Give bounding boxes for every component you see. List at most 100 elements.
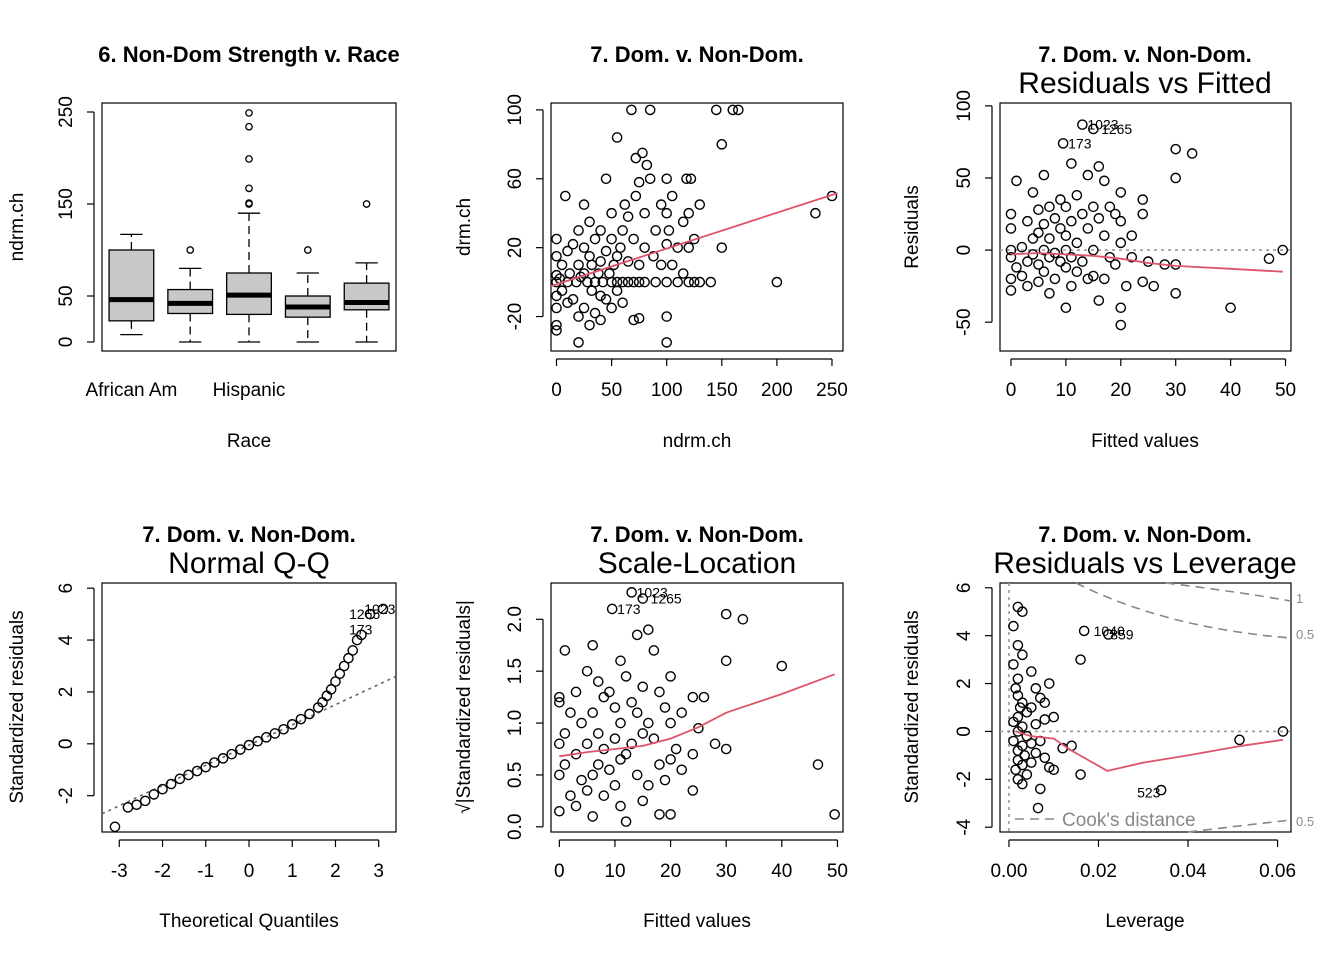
- data-point: [1115, 302, 1127, 314]
- data-point: [1033, 204, 1044, 215]
- chart-normal-qq: 7. Dom. v. Non-Dom. Normal Q-Q Theoretic…: [7, 522, 397, 932]
- outlier-point: [362, 200, 371, 208]
- data-point: [617, 225, 628, 236]
- chart-title: 7. Dom. v. Non-Dom.: [590, 42, 804, 67]
- data-point: [1033, 276, 1044, 288]
- data-point: [554, 769, 565, 781]
- data-point: [1044, 201, 1055, 213]
- data-point: [595, 314, 606, 326]
- data-point: [304, 708, 315, 720]
- data-point: [581, 665, 593, 677]
- data-point: [581, 785, 593, 796]
- data-point: [663, 225, 675, 236]
- point-label: 173: [617, 601, 641, 617]
- data-point: [1060, 262, 1072, 273]
- data-point: [666, 190, 678, 202]
- cooks-contour-label: 0.5: [1296, 627, 1314, 642]
- data-point: [650, 276, 661, 288]
- data-point: [562, 297, 573, 309]
- data-point: [1038, 244, 1050, 256]
- outlier-point: [245, 155, 253, 163]
- outlier-point: [303, 246, 312, 254]
- x-tick-label: 2: [330, 861, 341, 882]
- data-point: [661, 207, 672, 219]
- data-point: [619, 199, 631, 210]
- chart-residuals-vs-fitted: 7. Dom. v. Non-Dom. Residuals vs Fitted …: [902, 42, 1296, 452]
- data-point: [639, 242, 650, 253]
- data-point: [200, 761, 212, 773]
- data-point: [1012, 726, 1024, 737]
- data-point: [582, 276, 593, 288]
- data-point: [720, 743, 732, 755]
- data-point: [325, 684, 337, 695]
- data-point: [637, 728, 649, 739]
- data-point: [1120, 280, 1132, 292]
- y-tick-label: -2: [56, 787, 77, 804]
- data-point: [174, 773, 186, 785]
- data-point: [677, 268, 689, 279]
- data-point: [1017, 649, 1028, 661]
- outlier-point: [186, 246, 195, 254]
- data-point: [654, 809, 665, 820]
- data-point: [637, 795, 649, 807]
- data-point: [1077, 208, 1088, 220]
- data-point: [643, 717, 654, 729]
- data-point: [556, 259, 568, 271]
- data-point: [600, 173, 612, 185]
- data-point: [1008, 735, 1019, 747]
- data-point: [1048, 764, 1060, 776]
- data-point: [1099, 230, 1110, 241]
- data-point: [661, 276, 672, 288]
- point-label: 859: [1110, 626, 1134, 642]
- data-point: [665, 717, 676, 729]
- data-point: [1008, 620, 1019, 632]
- data-point: [1088, 201, 1099, 213]
- data-point: [644, 104, 656, 116]
- data-point: [1071, 266, 1083, 277]
- data-point: [1038, 266, 1050, 277]
- data-point: [364, 608, 376, 620]
- data-point: [343, 652, 354, 664]
- x-axis-label: ndrm.ch: [663, 431, 732, 452]
- data-point: [1066, 158, 1077, 169]
- data-point: [573, 337, 584, 348]
- data-point: [109, 821, 121, 833]
- outlier-point: [245, 122, 253, 131]
- data-point: [1039, 752, 1051, 764]
- data-point: [1137, 194, 1149, 205]
- data-point: [1048, 711, 1060, 723]
- data-point: [1075, 654, 1086, 665]
- data-point: [1032, 802, 1044, 814]
- data-point: [1030, 747, 1042, 759]
- data-point: [243, 739, 255, 751]
- data-point: [551, 325, 562, 336]
- chart-subtitle: Scale-Location: [598, 547, 796, 580]
- data-point: [356, 629, 367, 641]
- chart-subtitle: Residuals vs Fitted: [1018, 67, 1271, 100]
- data-point: [771, 276, 783, 288]
- x-tick-label: 0: [554, 861, 565, 882]
- data-point: [685, 173, 697, 185]
- data-point: [260, 732, 272, 743]
- data-point: [1077, 256, 1088, 267]
- data-point: [1126, 251, 1138, 263]
- data-point: [1234, 734, 1245, 746]
- data-point: [1005, 244, 1017, 256]
- y-tick-label: 2.0: [505, 606, 526, 632]
- data-point: [604, 686, 615, 698]
- x-tick-label: 30: [1165, 380, 1186, 401]
- data-point: [716, 242, 728, 253]
- data-point: [630, 152, 642, 164]
- plot-frame: [101, 582, 397, 833]
- x-tick-label: 3: [373, 861, 384, 882]
- y-tick-label: 250: [56, 96, 77, 128]
- data-point: [631, 629, 643, 641]
- data-point: [681, 173, 692, 185]
- data-point: [595, 256, 606, 267]
- data-point: [1049, 273, 1061, 285]
- data-point: [1093, 295, 1105, 306]
- x-tick-label: 40: [771, 861, 792, 882]
